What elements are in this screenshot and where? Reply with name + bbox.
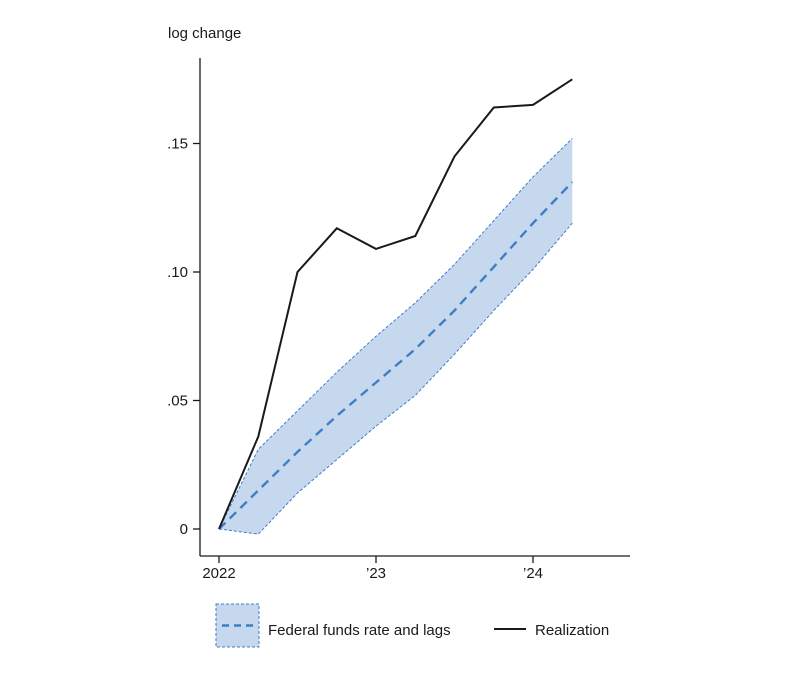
y-tick-label: 0 <box>180 521 188 538</box>
series-line-realization <box>218 78 573 530</box>
band-upper-edge <box>218 138 573 530</box>
x-tick-label: 2022 <box>202 565 235 582</box>
y-tick-label: .15 <box>167 136 188 153</box>
plot-area <box>218 78 574 535</box>
x-tick-label: ’23 <box>366 565 386 582</box>
axes: 0 .05 .10 .15 2022 ’23 ’24 <box>167 58 630 582</box>
y-tick-label: .10 <box>167 264 188 281</box>
y-axis-title: log change <box>168 25 241 42</box>
series-line-federal-funds-rate <box>218 181 574 530</box>
legend: Federal funds rate and lags Realization <box>215 603 609 648</box>
legend-label: Federal funds rate and lags <box>268 622 451 639</box>
confidence-band <box>219 138 573 535</box>
x-tick-label: ’24 <box>523 565 543 582</box>
y-tick-label: .05 <box>167 393 188 410</box>
legend-label: Realization <box>535 622 609 639</box>
